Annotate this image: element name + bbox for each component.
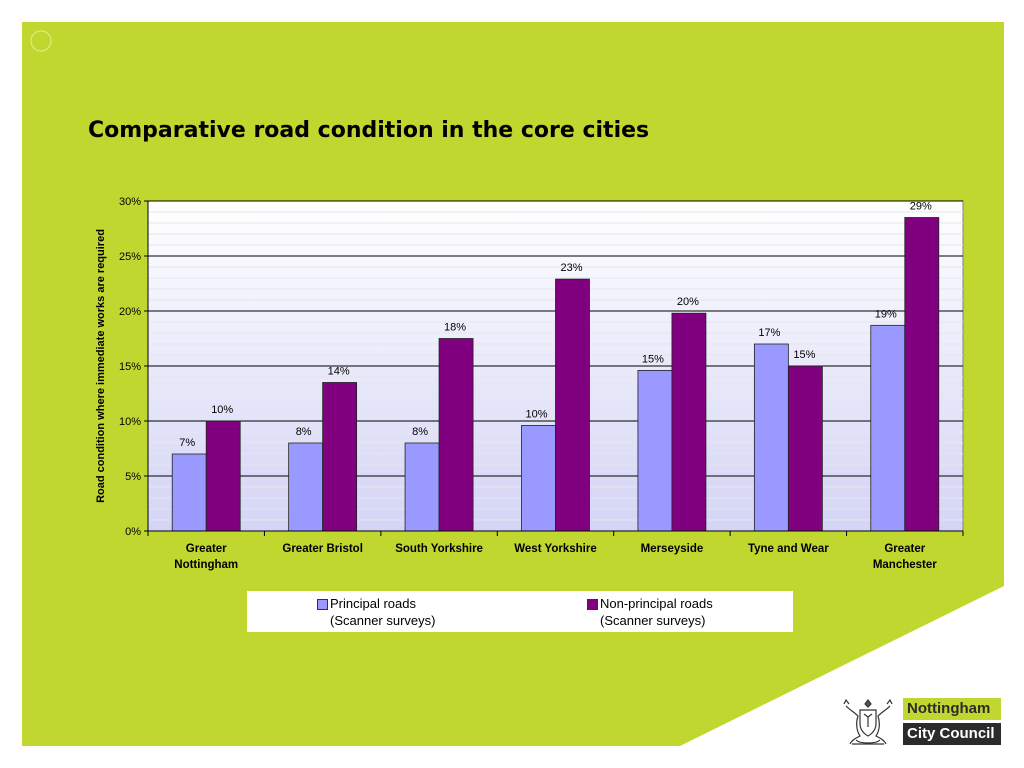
category-label: Manchester xyxy=(873,559,937,571)
category-label: Greater xyxy=(186,543,227,555)
legend-item-principal: Principal roads (Scanner surveys) xyxy=(317,595,470,629)
y-tick-label: 0% xyxy=(125,526,141,538)
data-label-principal: 8% xyxy=(296,426,312,438)
bar-non-principal xyxy=(322,382,358,532)
logo-text-city-council: City Council xyxy=(903,723,1001,745)
bar-non-principal xyxy=(438,338,474,532)
bar-principal xyxy=(753,343,789,532)
legend-swatch-principal xyxy=(317,599,328,610)
legend-label-non-principal-line2: (Scanner surveys) xyxy=(600,613,706,628)
y-tick-label: 5% xyxy=(125,471,141,483)
bar-non-principal xyxy=(555,278,590,532)
y-tick-label: 10% xyxy=(119,416,141,428)
category-label: South Yorkshire xyxy=(395,543,483,555)
bar-labels: 7% 10% 8% 14% 8% 18% 10% 23% 15% 20% 17% 15% 19% 29% xyxy=(179,201,932,450)
legend-swatch-non-principal xyxy=(587,599,598,610)
data-label-non-principal: 20% xyxy=(677,296,699,308)
bar-non-principal xyxy=(205,420,241,532)
y-axis-ticks: 0% 5% 10% 15% 20% 25% 30% xyxy=(119,196,148,538)
circle-ornament-icon xyxy=(30,30,52,52)
data-label-principal: 15% xyxy=(642,353,664,365)
chart-legend: Principal roads (Scanner surveys) Non-pr… xyxy=(247,591,793,632)
bar-principal xyxy=(637,369,673,532)
bar-principal xyxy=(288,442,324,532)
data-label-principal: 17% xyxy=(758,327,780,339)
bar-non-principal xyxy=(787,365,823,532)
category-label: Nottingham xyxy=(174,559,238,571)
data-label-non-principal: 15% xyxy=(793,349,815,361)
y-tick-label: 30% xyxy=(119,196,141,208)
data-label-principal: 8% xyxy=(412,426,428,438)
legend-label-non-principal-line1: Non-principal roads xyxy=(600,596,713,611)
data-label-non-principal: 29% xyxy=(910,201,932,213)
x-axis-ticks xyxy=(147,531,964,536)
data-label-principal: 10% xyxy=(525,408,547,420)
category-label: West Yorkshire xyxy=(514,543,596,555)
y-axis-title: Road condition where immediate works are… xyxy=(95,229,107,503)
category-label: Greater xyxy=(884,543,925,555)
bar-principal xyxy=(171,453,207,532)
slide-title: Comparative road condition in the core c… xyxy=(88,118,650,143)
data-label-principal: 19% xyxy=(875,308,897,320)
bars xyxy=(171,217,940,532)
data-label-non-principal: 23% xyxy=(560,262,582,274)
logo-text-nottingham: Nottingham xyxy=(903,698,1001,720)
legend-item-non-principal: Non-principal roads (Scanner surveys) xyxy=(587,595,740,629)
y-tick-label: 15% xyxy=(119,361,141,373)
data-label-non-principal: 10% xyxy=(211,404,233,416)
y-tick-label: 25% xyxy=(119,251,141,263)
data-label-non-principal: 18% xyxy=(444,322,466,334)
legend-label-principal-line2: (Scanner surveys) xyxy=(330,613,436,628)
coat-of-arms-icon xyxy=(843,698,893,745)
data-label-non-principal: 14% xyxy=(328,366,350,378)
bar-non-principal xyxy=(671,312,707,532)
bar-principal xyxy=(404,442,440,532)
category-label: Merseyside xyxy=(641,543,704,555)
legend-label-principal-line1: Principal roads xyxy=(330,596,416,611)
bar-principal xyxy=(521,424,556,532)
category-label: Greater Bristol xyxy=(282,543,363,555)
category-labels: Greater Nottingham Greater Bristol South Yo… xyxy=(174,543,937,571)
data-label-principal: 7% xyxy=(179,437,195,449)
bar-principal xyxy=(870,324,906,532)
council-logo: Nottingham City Council xyxy=(838,696,1004,750)
y-tick-label: 20% xyxy=(119,306,141,318)
category-label: Tyne and Wear xyxy=(748,543,829,555)
bar-non-principal xyxy=(904,217,940,532)
